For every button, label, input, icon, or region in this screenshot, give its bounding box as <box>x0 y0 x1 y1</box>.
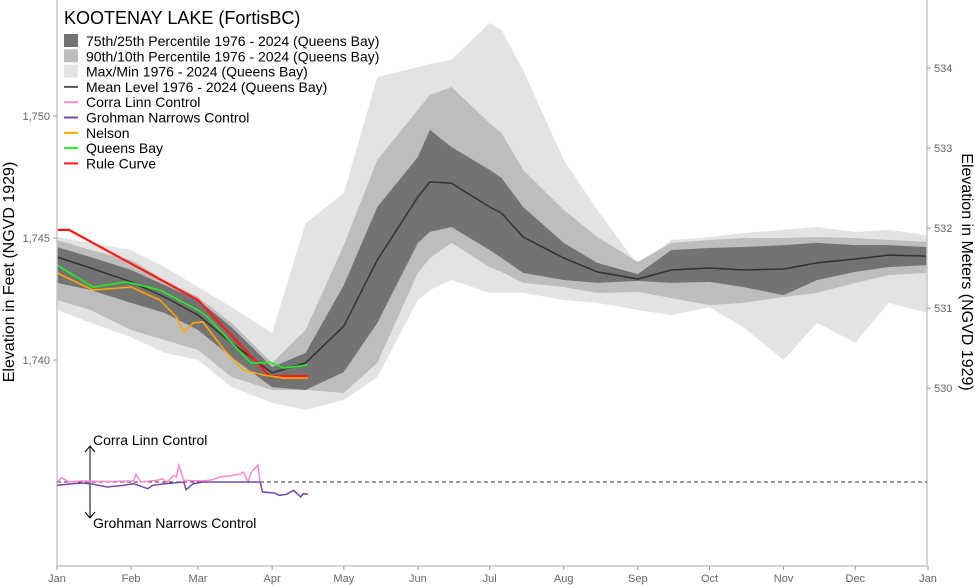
corra-linn-control-line <box>56 462 261 485</box>
legend-swatch-1 <box>64 49 78 63</box>
legend-swatch-0 <box>64 34 78 47</box>
y-right-tick-label: 530 <box>934 383 952 395</box>
control-panel: Corra Linn Control Grohman Narrows Contr… <box>56 432 927 531</box>
y-tick-label: 1,750 <box>22 111 50 123</box>
legend-label: Queens Bay <box>86 140 163 156</box>
legend-label: Corra Linn Control <box>86 94 200 110</box>
x-tick-label: Mar <box>189 573 208 585</box>
legend-swatch-2 <box>64 64 78 78</box>
x-tick-label: Jan <box>919 573 937 585</box>
legend-label: 75th/25th Percentile 1976 - 2024 (Queens… <box>86 33 379 49</box>
axes <box>56 0 928 567</box>
legend-label: Mean Level 1976 - 2024 (Queens Bay) <box>86 79 327 95</box>
nelson-line <box>56 272 308 379</box>
y-right-tick-label: 533 <box>934 143 952 155</box>
arrow-down-icon <box>84 511 96 519</box>
x-tick-label: Jun <box>409 573 427 585</box>
legend-label: Nelson <box>86 125 130 141</box>
legend: 75th/25th Percentile 1976 - 2024 (Queens… <box>64 33 379 171</box>
corra-linn-annotation: Corra Linn Control <box>93 432 207 448</box>
percentile-bands <box>56 23 928 410</box>
x-tick-label: Feb <box>122 573 141 585</box>
arrow-up-icon <box>84 445 96 453</box>
observed-series <box>56 228 309 379</box>
legend-label: Max/Min 1976 - 2024 (Queens Bay) <box>86 64 308 80</box>
legend-label: Grohman Narrows Control <box>86 110 249 126</box>
x-tick-label: Nov <box>774 573 794 585</box>
x-tick-label: Jan <box>48 573 66 585</box>
y-axis-title-left: Elevation in Feet (NGVD 1929) <box>1 162 18 383</box>
y-right-tick-label: 534 <box>934 63 952 75</box>
y-tick-label: 1,740 <box>22 355 50 367</box>
x-tick-label: Jul <box>483 573 497 585</box>
x-tick-label: Apr <box>264 573 281 585</box>
tick-labels: Jan Feb Mar Apr May Jun Jul Aug Sep Oct Nov Dec Jan 1… <box>22 63 952 585</box>
y-right-tick-label: 531 <box>934 303 952 315</box>
legend-label: 90th/10th Percentile 1976 - 2024 (Queens… <box>86 48 379 64</box>
mean-level-line <box>56 181 928 374</box>
y-tick-label: 1,745 <box>22 233 50 245</box>
grohman-annotation: Grohman Narrows Control <box>93 515 256 531</box>
grohman-narrows-control-line <box>56 481 309 499</box>
chart-title: KOOTENAY LAKE (FortisBC) <box>64 8 300 28</box>
legend-label: Rule Curve <box>86 155 156 171</box>
x-tick-label: Oct <box>701 573 718 585</box>
x-tick-label: May <box>333 573 354 585</box>
x-tick-label: Dec <box>846 573 866 585</box>
queens-bay-line <box>56 264 309 369</box>
y-right-tick-label: 532 <box>934 223 952 235</box>
p75-p25-band <box>57 129 927 390</box>
x-tick-label: Sep <box>628 573 648 585</box>
rule-curve-line <box>57 228 308 378</box>
x-tick-label: Aug <box>554 573 574 585</box>
y-axis-title-right: Elevation in Meters (NGVD 1929) <box>958 153 975 390</box>
